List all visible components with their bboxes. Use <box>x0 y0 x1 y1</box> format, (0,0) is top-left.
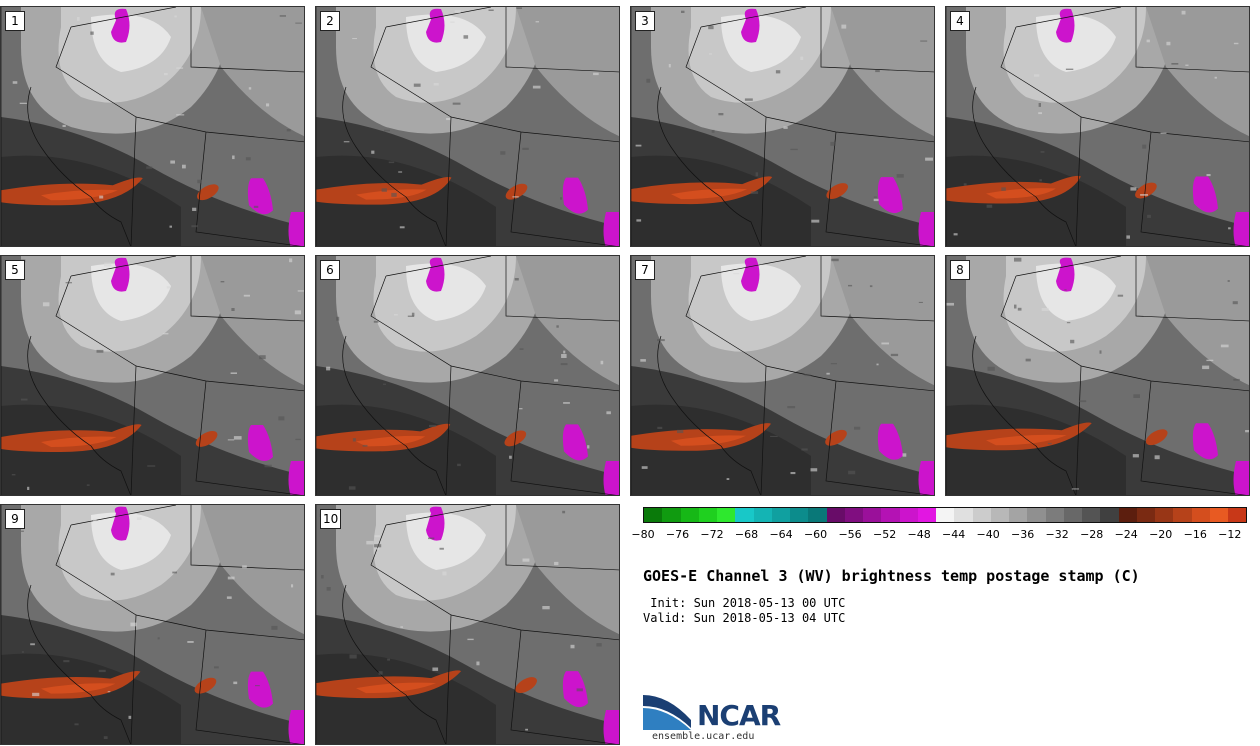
colorbar-swatch <box>753 508 772 522</box>
map-panel-9: 9 <box>0 504 305 745</box>
colorbar-swatch <box>680 508 699 522</box>
panel-number-label: 1 <box>5 11 25 31</box>
ncar-logo-icon <box>643 695 691 730</box>
map-panel-10: 10 <box>315 504 620 745</box>
colorbar-tick-label: −60 <box>803 528 828 541</box>
logo-name: NCAR <box>697 699 781 732</box>
colorbar-swatch <box>863 508 882 522</box>
map-panel-5: 5 <box>0 255 305 496</box>
colorbar-tick-label: −68 <box>734 528 759 541</box>
map-panel-3: 3 <box>630 6 935 247</box>
colorbar-swatch <box>936 508 955 522</box>
colorbar-tick-label: −72 <box>700 528 724 541</box>
colorbar-swatch <box>1191 508 1210 522</box>
valid-time: Valid: Sun 2018-05-13 04 UTC <box>643 611 846 625</box>
panel-number-label: 9 <box>5 509 25 529</box>
colorbar-tick-label: −56 <box>838 528 862 541</box>
colorbar-swatch <box>1118 508 1137 522</box>
colorbar-swatch <box>1100 508 1119 522</box>
colorbar-tick-label: −76 <box>665 528 690 541</box>
colorbar-swatch <box>1063 508 1082 522</box>
panel-number-label: 2 <box>320 11 340 31</box>
colorbar-tick-label: −36 <box>1011 528 1035 541</box>
colorbar <box>643 507 1247 523</box>
colorbar-swatch <box>735 508 754 522</box>
map-panel-4: 4 <box>945 6 1250 247</box>
colorbar-swatch <box>644 508 663 522</box>
map-panel-6: 6 <box>315 255 620 496</box>
panel-number-label: 6 <box>320 260 340 280</box>
colorbar-tick-label: −80 <box>631 528 655 541</box>
colorbar-swatch <box>1173 508 1192 522</box>
colorbar-swatch <box>1045 508 1064 522</box>
colorbar-swatch <box>771 508 790 522</box>
colorbar-swatch <box>698 508 717 522</box>
colorbar-swatch <box>881 508 900 522</box>
colorbar-tick-label: −24 <box>1114 528 1138 541</box>
colorbar-tick-label: −48 <box>907 528 931 541</box>
colorbar-swatch <box>1136 508 1155 522</box>
init-time: Init: Sun 2018-05-13 00 UTC <box>643 596 846 610</box>
colorbar-swatch <box>1155 508 1174 522</box>
panel-number-label: 5 <box>5 260 25 280</box>
colorbar-swatch <box>1228 508 1247 522</box>
colorbar-tick-label: −12 <box>1218 528 1242 541</box>
colorbar-tick-label: −32 <box>1045 528 1069 541</box>
colorbar-swatch <box>1209 508 1228 522</box>
panel-number-label: 7 <box>635 260 655 280</box>
colorbar-swatch <box>826 508 845 522</box>
colorbar-swatch <box>1009 508 1028 522</box>
colorbar-swatch <box>972 508 991 522</box>
map-panel-7: 7 <box>630 255 935 496</box>
colorbar-swatch <box>662 508 681 522</box>
map-panel-8: 8 <box>945 255 1250 496</box>
colorbar-tick-label: −40 <box>976 528 1000 541</box>
colorbar-swatch <box>990 508 1009 522</box>
colorbar-swatch <box>1027 508 1046 522</box>
colorbar-swatch <box>717 508 736 522</box>
colorbar-tick-label: −28 <box>1080 528 1104 541</box>
colorbar-swatch <box>1082 508 1101 522</box>
colorbar-swatch <box>808 508 827 522</box>
panel-number-label: 4 <box>950 11 970 31</box>
logo-url: ensemble.ucar.edu <box>652 731 755 742</box>
panel-number-label: 10 <box>320 509 342 529</box>
colorbar-swatch <box>899 508 918 522</box>
colorbar-swatch <box>954 508 973 522</box>
chart-title: GOES-E Channel 3 (WV) brightness temp po… <box>643 567 1140 585</box>
colorbar-swatch <box>844 508 863 522</box>
colorbar-swatch <box>790 508 809 522</box>
map-panel-2: 2 <box>315 6 620 247</box>
colorbar-tick-label: −64 <box>769 528 793 541</box>
panel-number-label: 8 <box>950 260 970 280</box>
colorbar-tick-label: −52 <box>872 528 897 541</box>
panel-number-label: 3 <box>635 11 655 31</box>
colorbar-tick-label: −16 <box>1183 528 1207 541</box>
colorbar-tick-label: −44 <box>942 528 966 541</box>
map-panel-1: 1 <box>0 6 305 247</box>
colorbar-swatch <box>917 508 936 522</box>
colorbar-tick-label: −20 <box>1149 528 1173 541</box>
